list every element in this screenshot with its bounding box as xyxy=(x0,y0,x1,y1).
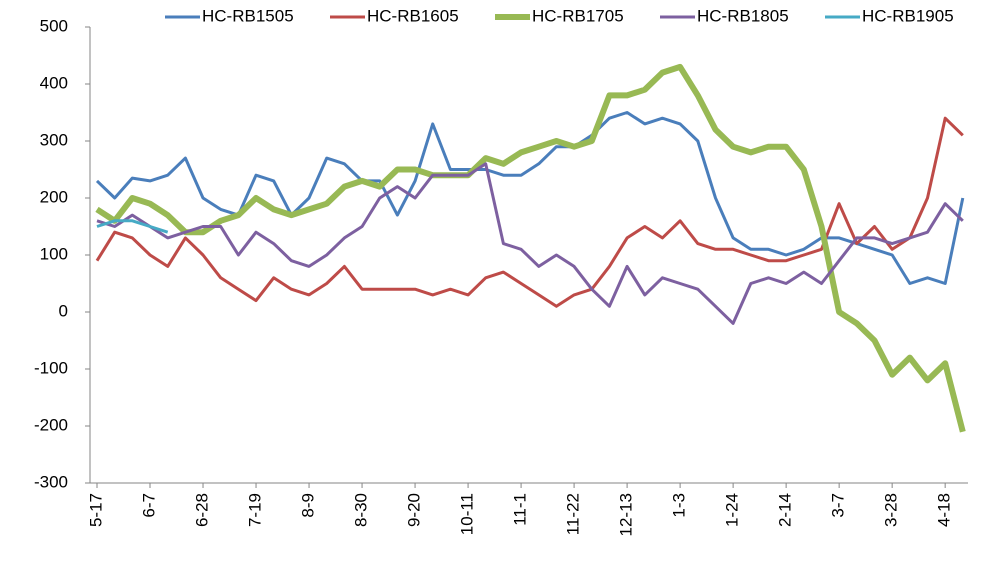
x-tick-label: 10-11 xyxy=(458,493,477,535)
x-tick-label: 3-28 xyxy=(882,493,901,527)
x-tick-label: 9-20 xyxy=(405,493,424,527)
x-tick-label: 5-17 xyxy=(86,493,105,527)
y-tick-label: 200 xyxy=(40,187,68,206)
x-tick-label: 1-24 xyxy=(723,493,742,527)
x-tick-label: 12-13 xyxy=(617,493,636,536)
y-tick-label: -200 xyxy=(34,415,68,434)
series-line xyxy=(95,63,966,433)
x-tick-label: 4-18 xyxy=(935,493,954,527)
x-tick-label: 8-9 xyxy=(299,493,318,518)
x-tick-label: 7-19 xyxy=(246,493,265,527)
legend-label: HC-RB1605 xyxy=(367,6,459,25)
series-line xyxy=(96,162,964,325)
series-line xyxy=(95,116,964,308)
x-tick-label: 1-3 xyxy=(670,493,689,518)
legend-label: HC-RB1705 xyxy=(532,6,624,25)
x-tick-label: 6-7 xyxy=(139,493,158,518)
y-tick-label: -100 xyxy=(34,358,68,377)
x-tick-label: 3-7 xyxy=(829,493,848,518)
legend-label: HC-RB1805 xyxy=(697,6,789,25)
y-tick-label: 0 xyxy=(59,301,68,320)
y-tick-label: 500 xyxy=(40,16,68,35)
y-tick-label: -300 xyxy=(34,472,68,491)
y-tick-label: 400 xyxy=(40,73,68,92)
x-tick-label: 11-1 xyxy=(511,493,530,526)
legend-label: HC-RB1905 xyxy=(862,6,954,25)
y-tick-label: 100 xyxy=(40,244,68,263)
legend-label: HC-RB1505 xyxy=(202,6,294,25)
x-tick-label: 6-28 xyxy=(193,493,212,527)
x-tick-label: 2-14 xyxy=(776,493,795,527)
series-line xyxy=(96,219,169,234)
x-tick-label: 11-22 xyxy=(564,493,583,535)
y-tick-label: 300 xyxy=(40,130,68,149)
x-tick-label: 8-30 xyxy=(352,493,371,527)
